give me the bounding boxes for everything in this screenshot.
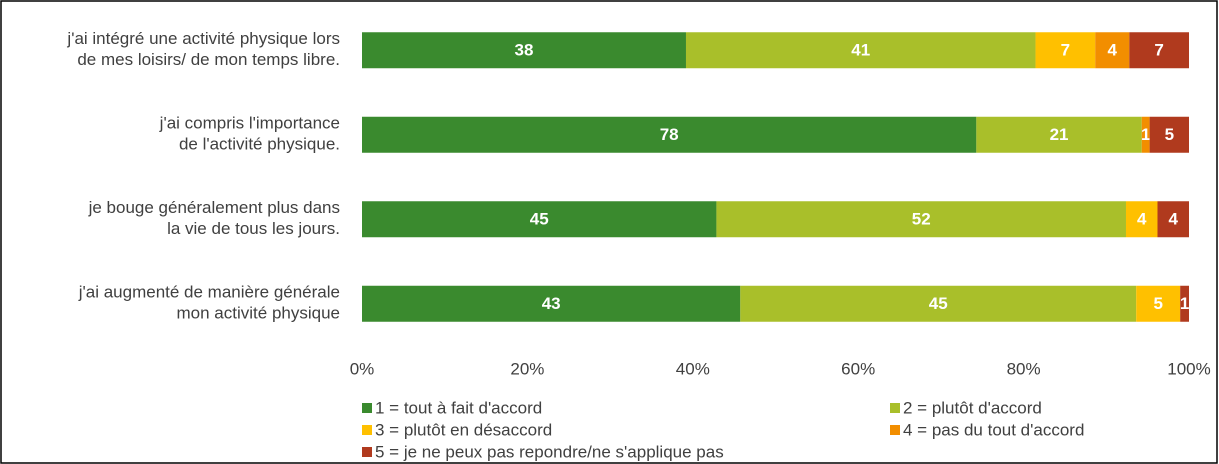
legend-label: 5 = je ne peux pas repondre/ne s'appliqu… [375, 442, 724, 461]
legend-label: 2 = plutôt d'accord [903, 398, 1042, 417]
data-label: 1 [1141, 125, 1150, 144]
legend-label: 1 = tout à fait d'accord [375, 398, 542, 417]
data-label: 45 [530, 210, 549, 229]
bar-segment [1157, 201, 1189, 238]
legend-swatch [362, 447, 372, 457]
bar-segment [1149, 116, 1189, 153]
bar-segment [1095, 32, 1130, 69]
bar-segment [362, 116, 977, 153]
data-label: 45 [929, 294, 948, 313]
y-tick-label: j'ai compris l'importance de l'activité p… [159, 114, 340, 154]
y-tick-label: j'ai intégré une activité physique lors d… [66, 29, 340, 69]
legend-swatch [362, 425, 372, 435]
bar-segment [685, 32, 1036, 69]
bar-segment [1136, 285, 1181, 322]
legend-label: 3 = plutôt en désaccord [375, 420, 552, 439]
data-label: 5 [1165, 125, 1174, 144]
legend-label: 4 = pas du tout d'accord [903, 420, 1084, 439]
data-label: 21 [1050, 125, 1069, 144]
bar-segment [976, 116, 1142, 153]
bar-segment [362, 285, 741, 322]
x-tick-label: 0% [350, 359, 375, 378]
bar-segment [1180, 285, 1189, 322]
data-label: 78 [660, 125, 679, 144]
x-tick-label: 40% [676, 359, 710, 378]
bar-segment [740, 285, 1137, 322]
bar-segment [716, 201, 1126, 238]
x-tick-label: 60% [841, 359, 875, 378]
data-label: 41 [851, 41, 870, 60]
data-label: 5 [1153, 294, 1162, 313]
bar-segment [1129, 32, 1189, 69]
data-label: 7 [1154, 41, 1163, 60]
x-tick-label: 100% [1167, 359, 1210, 378]
data-label: 4 [1169, 210, 1179, 229]
data-label: 7 [1061, 41, 1070, 60]
bar-segment [362, 32, 686, 69]
y-tick-label: j'ai augmenté de manière générale mon act… [78, 283, 340, 323]
data-label: 4 [1137, 210, 1147, 229]
y-tick-label: je bouge généralement plus dans la vie de… [88, 198, 340, 238]
data-label: 38 [515, 41, 534, 60]
x-tick-label: 80% [1007, 359, 1041, 378]
data-label: 43 [542, 294, 561, 313]
data-label: 4 [1108, 41, 1118, 60]
bar-segment [1141, 116, 1150, 153]
x-tick-label: 20% [510, 359, 544, 378]
bar-segment [1125, 201, 1158, 238]
legend-swatch [890, 425, 900, 435]
data-label: 52 [912, 210, 931, 229]
legend-swatch [362, 403, 372, 413]
data-label: 1 [1180, 294, 1189, 313]
bar-segment [1035, 32, 1096, 69]
bar-segment [362, 201, 717, 238]
legend-swatch [890, 403, 900, 413]
